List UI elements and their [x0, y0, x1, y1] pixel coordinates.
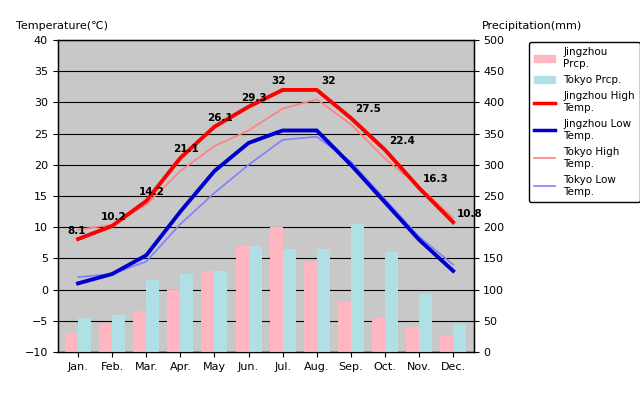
- Bar: [248, 246, 262, 352]
- Bar: [202, 271, 214, 352]
- Text: Temperature(℃): Temperature(℃): [16, 21, 108, 31]
- Text: 32: 32: [321, 76, 335, 86]
- Bar: [351, 224, 364, 352]
- Bar: [406, 327, 419, 352]
- Bar: [180, 274, 193, 352]
- Bar: [147, 280, 159, 352]
- Bar: [168, 290, 180, 352]
- Bar: [338, 302, 351, 352]
- Text: 32: 32: [271, 76, 286, 86]
- Legend: Jingzhou
Prcp., Tokyo Prcp., Jingzhou High
Temp., Jingzhou Low
Temp., Tokyo High: Jingzhou Prcp., Tokyo Prcp., Jingzhou Hi…: [529, 42, 640, 202]
- Bar: [236, 246, 248, 352]
- Bar: [419, 294, 432, 352]
- Text: 26.1: 26.1: [207, 113, 233, 123]
- Bar: [214, 271, 227, 352]
- Bar: [385, 252, 398, 352]
- Bar: [133, 312, 147, 352]
- Bar: [78, 318, 91, 352]
- Text: 16.3: 16.3: [423, 174, 449, 184]
- Bar: [372, 318, 385, 352]
- Bar: [440, 336, 453, 352]
- Text: 10.8: 10.8: [458, 209, 483, 219]
- Bar: [283, 249, 296, 352]
- Text: 22.4: 22.4: [389, 136, 415, 146]
- Text: Precipitation(mm): Precipitation(mm): [482, 21, 582, 31]
- Text: 27.5: 27.5: [355, 104, 381, 114]
- Text: 8.1: 8.1: [67, 226, 86, 236]
- Bar: [317, 249, 330, 352]
- Text: 21.1: 21.1: [173, 144, 199, 154]
- Bar: [65, 333, 78, 352]
- Bar: [99, 324, 112, 352]
- Bar: [269, 227, 283, 352]
- Text: 10.2: 10.2: [101, 212, 127, 222]
- Bar: [304, 262, 317, 352]
- Bar: [453, 324, 466, 352]
- Text: 29.3: 29.3: [242, 93, 268, 103]
- Bar: [112, 314, 125, 352]
- Text: 14.2: 14.2: [140, 188, 165, 198]
